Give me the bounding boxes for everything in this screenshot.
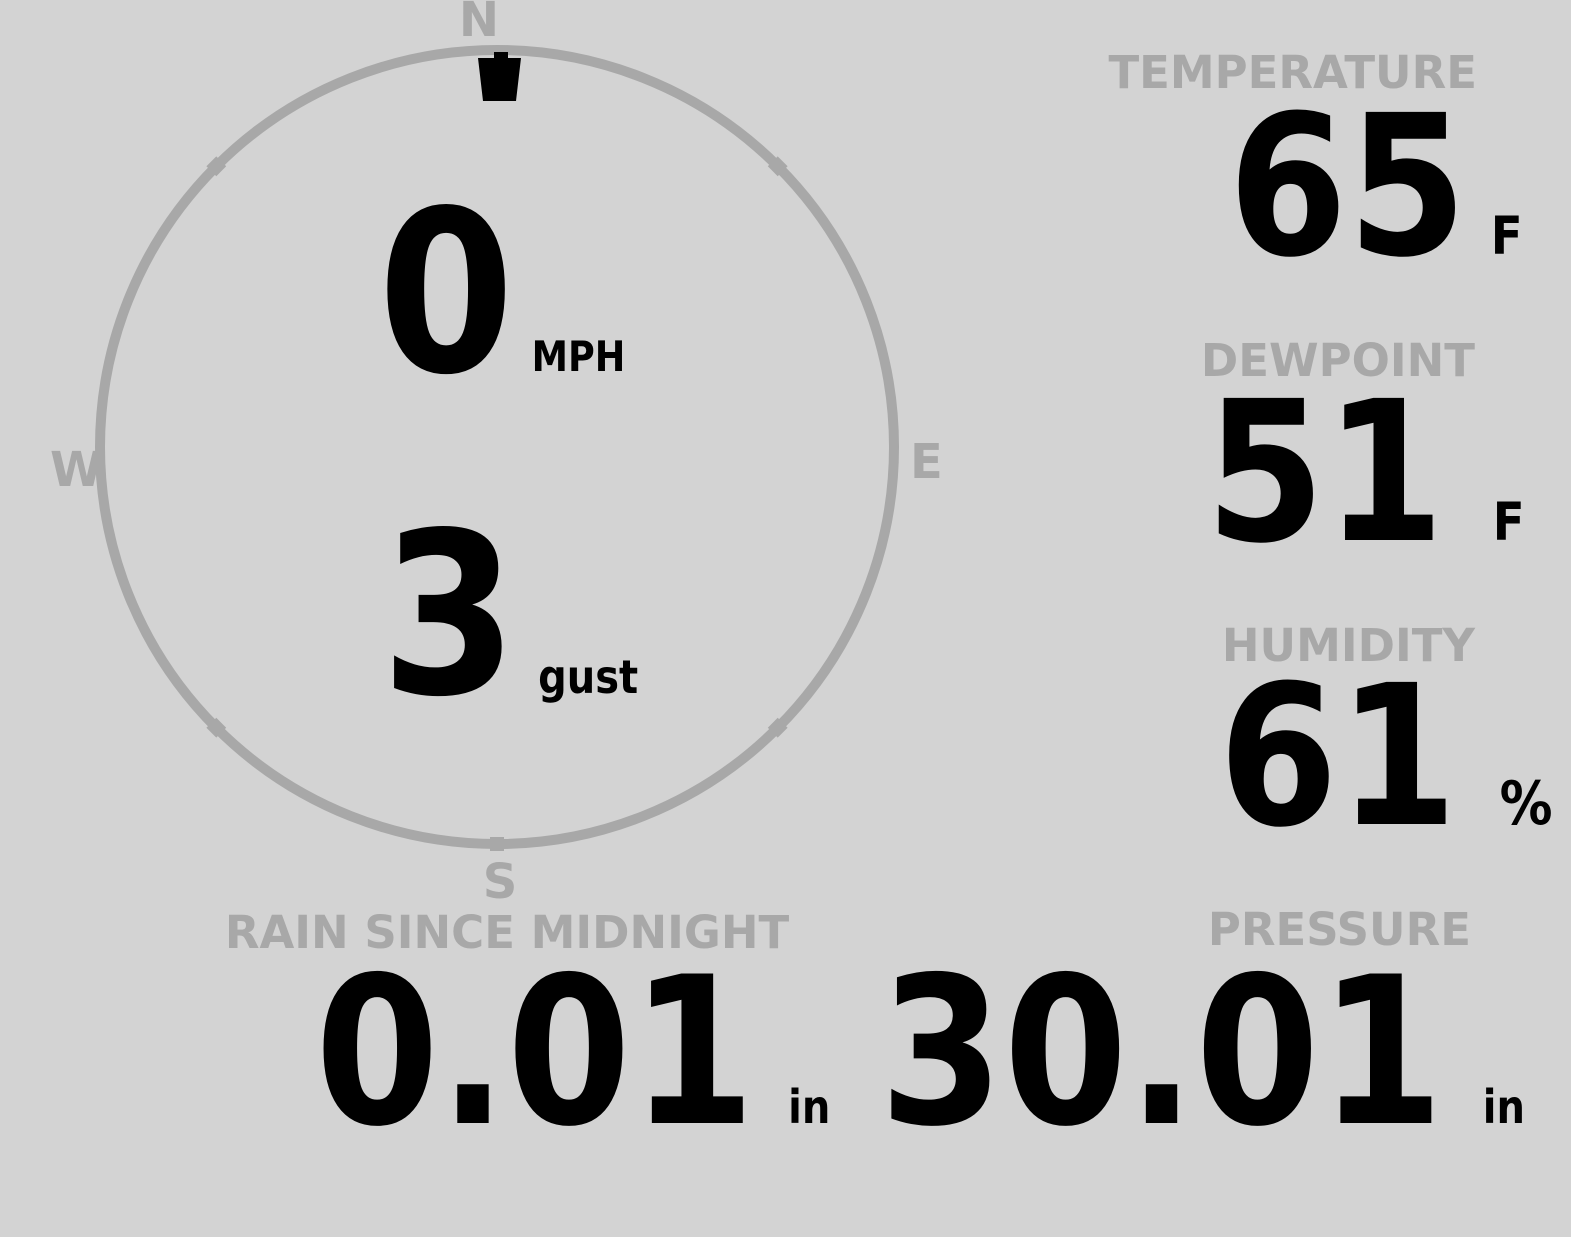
humidity-label: HUMIDITY [1221,619,1475,672]
humidity-unit: % [1499,769,1552,839]
pressure-unit: in [1482,1080,1525,1134]
pressure-value: 30.01 [879,934,1444,1172]
wind-speed-value: 0 [378,163,515,425]
wind-direction-marker [478,52,521,101]
temperature-reading: 65 F [1229,89,1523,284]
compass-label-north: N [458,0,500,48]
temperature-unit: F [1491,206,1523,267]
dewpoint-reading: 51 F [1206,375,1525,570]
dewpoint-value: 51 [1205,359,1445,586]
wind-speed-unit: MPH [531,332,626,381]
humidity-reading: 61 % [1218,659,1552,854]
rain-unit: in [788,1080,831,1134]
wind-gust-value: 3 [381,485,518,747]
wind-gust-unit: gust [538,650,639,704]
compass-label-south: S [482,854,518,910]
compass-label-west: W [50,442,103,498]
temperature-value: 65 [1228,73,1468,300]
compass-label-east: E [910,434,943,490]
pressure-label: PRESSURE [1207,903,1471,956]
rain-value: 0.01 [315,934,756,1172]
wind-compass [95,45,899,851]
pressure-reading: 30.01 in [880,951,1525,1156]
temperature-label: TEMPERATURE [1108,46,1477,99]
dewpoint-unit: F [1493,492,1525,553]
wind-speed: 0 MPH [378,182,625,407]
dewpoint-label: DEWPOINT [1200,334,1475,387]
rain-reading: 0.01 in [315,951,830,1156]
humidity-value: 61 [1218,643,1457,870]
compass-tick-s [490,837,504,851]
rain-label: RAIN SINCE MIDNIGHT [224,906,790,959]
wind-gust: 3 gust [381,504,638,729]
